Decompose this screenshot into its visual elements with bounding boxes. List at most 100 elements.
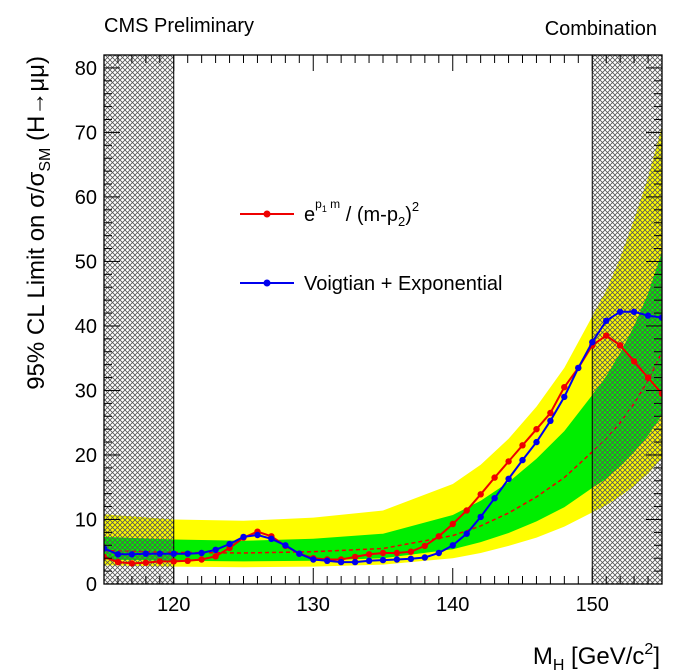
x-axis-label: MH [GeV/c2] bbox=[533, 641, 660, 672]
legend-marker-series-0 bbox=[263, 210, 271, 218]
series-0-point bbox=[547, 409, 554, 417]
series-1-point bbox=[547, 417, 554, 424]
series-1-point bbox=[533, 438, 540, 446]
series-1-point bbox=[519, 456, 526, 464]
series-1-point bbox=[104, 545, 108, 552]
series-1-point bbox=[156, 550, 163, 557]
series-1-point bbox=[365, 557, 373, 564]
series-1-point bbox=[630, 308, 638, 315]
series-1-point bbox=[282, 542, 289, 549]
series-0-point bbox=[463, 507, 470, 514]
series-0-point bbox=[491, 474, 498, 481]
x-tick-label: 120 bbox=[157, 594, 190, 616]
series-1-point bbox=[603, 317, 610, 324]
series-1-point bbox=[561, 393, 568, 401]
series-1-point bbox=[449, 542, 456, 549]
y-tick-label: 50 bbox=[75, 251, 97, 273]
series-1-point bbox=[379, 556, 387, 564]
series-1-point bbox=[184, 550, 191, 557]
series-1-point bbox=[393, 556, 401, 563]
y-axis-label: 95% CL Limit on σ/σSM (H→μμ) bbox=[23, 56, 54, 390]
series-0-point bbox=[128, 560, 136, 567]
y-tick-label: 60 bbox=[75, 187, 97, 209]
legend: ep1 m / (m-p2)2 Voigtian + Exponential bbox=[240, 197, 503, 295]
series-1-point bbox=[407, 555, 415, 562]
series-0-point bbox=[170, 558, 177, 565]
observed-series bbox=[104, 308, 662, 567]
series-1-point bbox=[658, 314, 662, 321]
x-tick-label: 150 bbox=[576, 594, 609, 616]
series-1-point bbox=[240, 533, 247, 541]
series-1-point bbox=[644, 312, 652, 319]
legend-entry-series-0: ep1 m / (m-p2)2 bbox=[240, 197, 419, 229]
header-right-label: Combination bbox=[545, 18, 657, 40]
series-0-point bbox=[114, 558, 122, 566]
axis-tick-labels: 120 130 140 150 0 10 20 30 40 50 60 70 80 bbox=[75, 58, 609, 616]
series-0-point bbox=[603, 332, 610, 339]
series-1-point bbox=[128, 551, 136, 558]
series-0-point bbox=[184, 557, 191, 564]
series-0-point bbox=[533, 426, 540, 433]
legend-label-series-1: Voigtian + Exponential bbox=[304, 273, 503, 295]
series-1-point bbox=[226, 540, 233, 548]
excluded-region-0 bbox=[104, 55, 174, 584]
y-tick-label: 70 bbox=[75, 122, 97, 144]
one-sigma-band bbox=[104, 251, 662, 562]
legend-label-series-0: ep1 m / (m-p2)2 bbox=[304, 197, 419, 229]
series-0-point bbox=[435, 533, 442, 540]
series-0-point bbox=[630, 358, 638, 365]
series-0-point bbox=[198, 556, 205, 563]
series-1-point bbox=[296, 550, 303, 557]
series-1-point bbox=[268, 535, 275, 542]
series-0-point bbox=[519, 442, 526, 449]
series-0-point bbox=[644, 374, 652, 381]
series-1-point bbox=[435, 549, 442, 557]
series-1-point bbox=[337, 558, 345, 566]
series-1-point bbox=[114, 551, 122, 558]
series-1-point bbox=[505, 475, 512, 482]
series-0-point bbox=[393, 549, 401, 557]
series-1-point bbox=[351, 558, 359, 566]
axis-ticks bbox=[103, 54, 663, 585]
series-1-point bbox=[198, 549, 205, 557]
excluded-region-1 bbox=[592, 55, 662, 584]
series-0-point bbox=[212, 553, 219, 560]
series-1-point bbox=[616, 308, 624, 315]
legend-entry-series-1: Voigtian + Exponential bbox=[240, 273, 503, 295]
x-tick-label: 140 bbox=[436, 594, 469, 616]
y-tick-label: 40 bbox=[75, 316, 97, 338]
series-0-point bbox=[156, 558, 163, 565]
series-0-point bbox=[407, 548, 415, 555]
series-1-point bbox=[324, 557, 331, 564]
series-1-point bbox=[491, 495, 498, 502]
series-0-point bbox=[421, 542, 428, 550]
series-1-point bbox=[310, 556, 317, 563]
series-1-point bbox=[575, 364, 582, 372]
series-1-point bbox=[463, 530, 470, 537]
series-1-point bbox=[212, 546, 219, 553]
series-0-point bbox=[449, 520, 456, 528]
series-1-point bbox=[142, 550, 149, 557]
series-1-point bbox=[170, 550, 177, 557]
series-0-point bbox=[561, 384, 568, 391]
y-tick-label: 80 bbox=[75, 58, 97, 80]
series-0-point bbox=[616, 342, 624, 349]
y-tick-label: 0 bbox=[86, 574, 97, 596]
two-sigma-band bbox=[104, 126, 662, 568]
expected-bands bbox=[104, 126, 662, 568]
series-1-point bbox=[477, 513, 484, 521]
series-0-point bbox=[505, 458, 512, 465]
y-tick-label: 30 bbox=[75, 380, 97, 402]
legend-marker-series-1 bbox=[263, 279, 271, 287]
x-tick-label: 130 bbox=[297, 594, 330, 616]
series-0-point bbox=[365, 551, 373, 558]
series-0-point bbox=[379, 549, 387, 557]
series-0-point bbox=[351, 553, 359, 561]
series-0-point bbox=[658, 390, 662, 397]
series-1-point bbox=[421, 554, 428, 561]
header-left-label: CMS Preliminary bbox=[104, 15, 254, 37]
excluded-regions bbox=[104, 55, 662, 584]
series-0-point bbox=[142, 559, 149, 566]
series-0-point bbox=[477, 491, 484, 498]
